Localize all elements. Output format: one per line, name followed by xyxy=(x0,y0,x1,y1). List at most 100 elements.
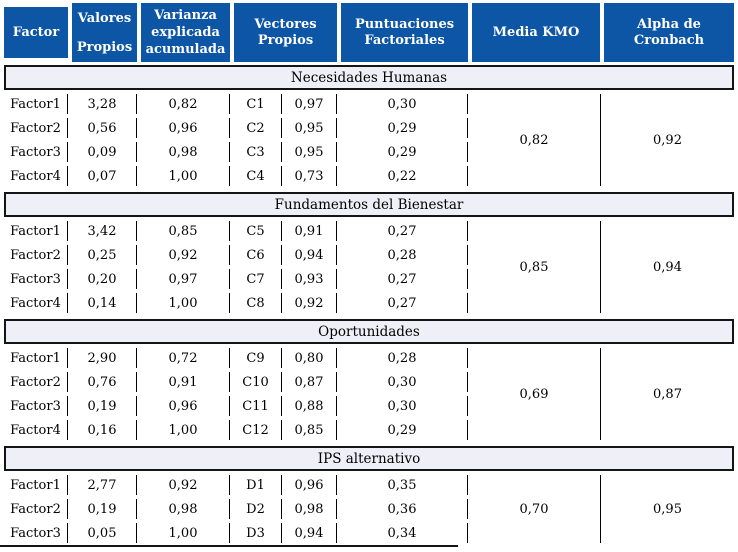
cell-vector-label: C9 xyxy=(230,348,282,368)
table-row: Factor3 0,09 0,98 C3 0,95 0,29 xyxy=(4,142,734,162)
section-title: Oportunidades xyxy=(318,323,420,340)
cell-factor: Factor3 xyxy=(4,269,68,289)
cell-varianza-acumulada: 0,98 xyxy=(137,499,230,519)
cell-valor-propio: 0,09 xyxy=(68,142,137,162)
table-body: Necesidades Humanas Factor1 3,28 0,82 C1 0,97… xyxy=(4,65,734,547)
header-vectores-propios: Vectores Propios xyxy=(234,3,337,62)
cell-factor: Factor2 xyxy=(4,372,68,392)
header-media-kmo: Media KMO xyxy=(472,3,600,62)
cell-factor: Factor1 xyxy=(4,94,68,114)
cell-puntuacion-factorial: 0,30 xyxy=(337,396,468,416)
cell-vector-value: 0,97 xyxy=(282,94,337,114)
cell-puntuacion-factorial: 0,35 xyxy=(337,475,468,495)
cell-vector-value: 0,91 xyxy=(282,221,337,241)
cell-valor-propio: 3,28 xyxy=(68,94,137,114)
cell-vector-label: C4 xyxy=(230,166,282,186)
cell-vector-label: C2 xyxy=(230,118,282,138)
table-row: Factor1 3,42 0,85 C5 0,91 0,27 0,85 0,94 xyxy=(4,221,734,313)
table-row: Factor3 0,20 0,97 C7 0,93 0,27 xyxy=(4,269,734,289)
cell-vector-label: C12 xyxy=(230,420,282,440)
cell-media-kmo: 0,70 xyxy=(519,501,549,517)
section-band: IPS alternativo xyxy=(4,446,734,471)
table-row: Factor4 0,16 1,00 C12 0,85 0,29 xyxy=(4,420,734,440)
cell-varianza-acumulada: 0,97 xyxy=(137,269,230,289)
header-valores-propios: Valores Propios xyxy=(72,3,137,62)
section-table: Factor1 2,77 0,92 D1 0,96 0,35 0,70 0,95 Factor2… xyxy=(4,471,734,547)
cell-varianza-acumulada: 1,00 xyxy=(137,523,230,543)
table-header-row: Factor Valores Propios Varianza explicad… xyxy=(4,3,734,62)
cell-valor-propio: 0,19 xyxy=(68,499,137,519)
section-table: Factor1 3,28 0,82 C1 0,97 0,30 0,82 0,92 Factor2… xyxy=(4,90,734,190)
table-bottom-border xyxy=(0,545,458,547)
cell-valor-propio: 0,76 xyxy=(68,372,137,392)
cell-factor: Factor1 xyxy=(4,475,68,495)
cell-vector-value: 0,95 xyxy=(282,142,337,162)
cell-varianza-acumulada: 0,72 xyxy=(137,348,230,368)
cell-puntuacion-factorial: 0,34 xyxy=(337,523,468,543)
cell-varianza-acumulada: 1,00 xyxy=(137,420,230,440)
cell-valor-propio: 0,20 xyxy=(68,269,137,289)
cell-puntuacion-factorial: 0,27 xyxy=(337,269,468,289)
cell-factor: Factor2 xyxy=(4,245,68,265)
cell-vector-label: C7 xyxy=(230,269,282,289)
cell-valor-propio: 0,19 xyxy=(68,396,137,416)
cell-valor-propio: 0,07 xyxy=(68,166,137,186)
header-factor: Factor xyxy=(4,7,68,58)
cell-varianza-acumulada: 0,82 xyxy=(137,94,230,114)
section-title: Necesidades Humanas xyxy=(290,69,448,86)
cell-factor: Factor2 xyxy=(4,499,68,519)
cell-media-kmo: 0,82 xyxy=(519,132,549,148)
section-band: Necesidades Humanas xyxy=(4,65,734,90)
cell-alpha-cronbach: 0,95 xyxy=(600,475,734,543)
cell-puntuacion-factorial: 0,36 xyxy=(337,499,468,519)
cell-puntuacion-factorial: 0,29 xyxy=(337,118,468,138)
cell-valor-propio: 2,90 xyxy=(68,348,137,368)
table-row: Factor2 0,19 0,98 D2 0,98 0,36 xyxy=(4,499,734,519)
cell-media-kmo: 0,69 xyxy=(519,386,549,402)
cell-media-kmo: 0,85 xyxy=(519,259,549,275)
cell-varianza-acumulada: 0,92 xyxy=(137,245,230,265)
cell-factor: Factor2 xyxy=(4,118,68,138)
cell-alpha-cronbach: 0,87 xyxy=(600,348,734,440)
section-band: Fundamentos del Bienestar xyxy=(4,192,734,217)
table-row: Factor2 0,56 0,96 C2 0,95 0,29 xyxy=(4,118,734,138)
cell-alpha-cronbach: 0,92 xyxy=(600,94,734,186)
header-alpha-cronbach: Alpha de Cronbach xyxy=(604,3,734,62)
cell-puntuacion-factorial: 0,29 xyxy=(337,142,468,162)
cell-vector-label: D1 xyxy=(230,475,282,495)
cell-puntuacion-factorial: 0,29 xyxy=(337,420,468,440)
cell-vector-value: 0,73 xyxy=(282,166,337,186)
cell-vector-value: 0,94 xyxy=(282,245,337,265)
cell-vector-value: 0,80 xyxy=(282,348,337,368)
section-title: IPS alternativo xyxy=(317,450,421,467)
cell-vector-value: 0,96 xyxy=(282,475,337,495)
cell-vector-label: C11 xyxy=(230,396,282,416)
table-row: Factor2 0,76 0,91 C10 0,87 0,30 xyxy=(4,372,734,392)
cell-varianza-acumulada: 0,92 xyxy=(137,475,230,495)
cell-puntuacion-factorial: 0,30 xyxy=(337,372,468,392)
cell-vector-label: C1 xyxy=(230,94,282,114)
cell-varianza-acumulada: 0,91 xyxy=(137,372,230,392)
cell-valor-propio: 0,14 xyxy=(68,293,137,313)
cell-factor: Factor4 xyxy=(4,420,68,440)
cell-varianza-acumulada: 1,00 xyxy=(137,293,230,313)
table-row: Factor1 2,77 0,92 D1 0,96 0,35 0,70 0,95 xyxy=(4,475,734,543)
cell-vector-value: 0,95 xyxy=(282,118,337,138)
cell-vector-label: C10 xyxy=(230,372,282,392)
cell-puntuacion-factorial: 0,27 xyxy=(337,293,468,313)
cell-factor: Factor3 xyxy=(4,523,68,543)
cell-alpha-cronbach: 0,94 xyxy=(600,221,734,313)
cell-factor: Factor1 xyxy=(4,221,68,241)
table-row: Factor3 0,19 0,96 C11 0,88 0,30 xyxy=(4,396,734,416)
cell-vector-value: 0,87 xyxy=(282,372,337,392)
cell-vector-value: 0,88 xyxy=(282,396,337,416)
cell-varianza-acumulada: 0,98 xyxy=(137,142,230,162)
cell-valor-propio: 2,77 xyxy=(68,475,137,495)
cell-puntuacion-factorial: 0,22 xyxy=(337,166,468,186)
cell-puntuacion-factorial: 0,30 xyxy=(337,94,468,114)
cell-vector-label: D3 xyxy=(230,523,282,543)
cell-factor: Factor4 xyxy=(4,293,68,313)
cell-vector-label: C8 xyxy=(230,293,282,313)
cell-vector-value: 0,98 xyxy=(282,499,337,519)
